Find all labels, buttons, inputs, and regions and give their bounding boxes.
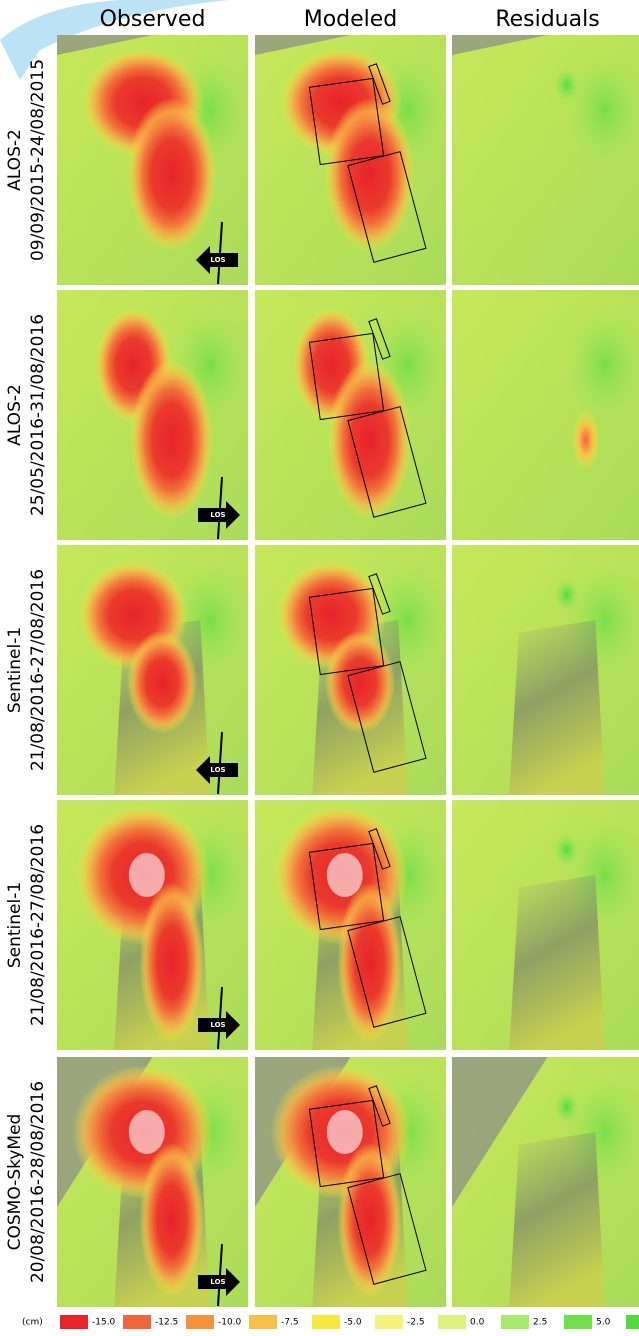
legend-swatch	[186, 1315, 214, 1329]
deformation	[127, 631, 197, 733]
date-label: 21/08/2016-27/08/2016	[28, 569, 48, 771]
snow	[327, 853, 363, 897]
insar-panel	[452, 35, 639, 285]
legend-label: -12.5	[155, 1318, 178, 1328]
residual	[553, 832, 581, 868]
insar-panel	[255, 290, 448, 540]
legend-label: -7.5	[281, 1318, 299, 1328]
snow	[129, 853, 165, 897]
sensor-label: ALOS-2	[5, 384, 25, 446]
sensor-label: Sentinel-1	[5, 882, 25, 968]
terrain	[509, 620, 605, 795]
insar-panel	[452, 1057, 639, 1307]
column-header: Residuals	[495, 7, 599, 32]
deformation	[127, 98, 217, 252]
legend: (cm) -15.0 -12.5 -10.0 -7.5 -5.0 -2.5 0.0 2.5 5.…	[22, 1315, 639, 1329]
legend-label: -10.0	[218, 1318, 242, 1328]
column-headers: Observed Modeled Residuals	[100, 7, 600, 32]
los-label: LOS	[210, 766, 225, 774]
insar-panel: LOS	[57, 545, 250, 795]
los-label: LOS	[210, 1021, 225, 1029]
residual	[553, 1089, 581, 1125]
insar-panel: LOS	[57, 35, 250, 285]
insar-panel	[452, 800, 639, 1050]
date-label: 20/08/2016-28/08/2016	[28, 1081, 48, 1283]
legend-swatch	[60, 1315, 88, 1329]
residual	[553, 67, 581, 103]
residual	[572, 410, 600, 470]
insar-panel: LOS	[57, 800, 250, 1050]
insar-panel: LOS	[57, 290, 250, 540]
row-label: Sentinel-121/08/2016-27/08/2016	[5, 824, 48, 1026]
legend-unit: (cm)	[22, 1318, 43, 1328]
legend-label: -15.0	[92, 1318, 116, 1328]
legend-swatch	[249, 1315, 277, 1329]
deformation	[325, 631, 395, 733]
row-label: ALOS-209/09/2015-24/08/2015	[5, 59, 48, 261]
los-label: LOS	[210, 511, 225, 519]
insar-panel	[255, 800, 448, 1050]
legend-label: -2.5	[407, 1318, 425, 1328]
terrain	[509, 1132, 605, 1307]
legend-swatch	[501, 1315, 529, 1329]
los-label: LOS	[210, 256, 225, 264]
insar-panel: LOS	[57, 1057, 250, 1307]
insar-panel	[255, 35, 448, 285]
sensor-label: ALOS-2	[5, 129, 25, 191]
column-header: Observed	[100, 7, 206, 32]
figure: ObservedModeledResiduals ALOS-209/09/201…	[0, 0, 639, 1336]
sensor-label: COSMO-SkyMed	[5, 1114, 25, 1251]
deformation	[325, 98, 415, 252]
snow	[327, 1110, 363, 1154]
terrain	[509, 875, 605, 1050]
deformation	[338, 883, 402, 1043]
deformation	[328, 360, 411, 520]
date-label: 09/09/2015-24/08/2015	[28, 59, 48, 261]
sensor-label: Sentinel-1	[5, 627, 25, 713]
date-label: 25/05/2016-31/08/2016	[28, 314, 48, 516]
los-label: LOS	[210, 1278, 225, 1286]
insar-panel	[255, 545, 448, 795]
deformation	[130, 360, 213, 520]
insar-panel	[452, 290, 639, 540]
legend-label: 2.5	[533, 1318, 547, 1328]
legend-label: -5.0	[344, 1318, 362, 1328]
legend-label: 5.0	[596, 1318, 611, 1328]
deformation	[338, 1143, 402, 1297]
legend-swatch	[564, 1315, 592, 1329]
insar-panel	[255, 1057, 448, 1307]
legend-swatch	[438, 1315, 466, 1329]
residual	[553, 577, 581, 613]
deformation	[140, 883, 204, 1043]
legend-swatch	[312, 1315, 340, 1329]
legend-swatch	[375, 1315, 403, 1329]
column-header: Modeled	[304, 7, 398, 32]
legend-swatch	[123, 1315, 151, 1329]
legend-swatch	[626, 1315, 639, 1329]
date-label: 21/08/2016-27/08/2016	[28, 824, 48, 1026]
insar-panel	[452, 545, 639, 795]
legend-label: 0.0	[470, 1318, 485, 1328]
deformation	[140, 1143, 204, 1297]
snow	[129, 1110, 165, 1154]
